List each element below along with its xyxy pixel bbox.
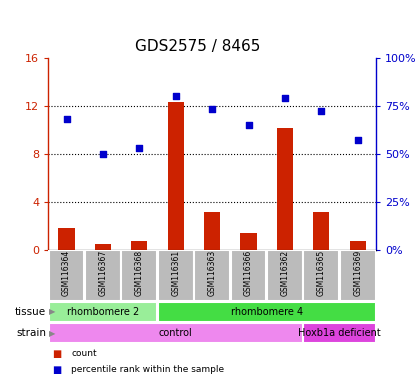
Text: tissue: tissue	[15, 307, 46, 317]
Text: GSM116366: GSM116366	[244, 250, 253, 296]
Text: ▶: ▶	[49, 308, 55, 316]
Text: GSM116364: GSM116364	[62, 250, 71, 296]
FancyBboxPatch shape	[49, 250, 84, 301]
Text: GSM116365: GSM116365	[317, 250, 326, 296]
Text: count: count	[71, 349, 97, 358]
Point	[209, 106, 215, 113]
FancyBboxPatch shape	[158, 250, 194, 301]
Text: control: control	[159, 328, 193, 338]
Point	[100, 151, 106, 157]
Text: rhombomere 4: rhombomere 4	[231, 307, 303, 317]
Point	[318, 108, 325, 114]
FancyBboxPatch shape	[304, 250, 339, 301]
FancyBboxPatch shape	[194, 250, 230, 301]
Text: GDS2575 / 8465: GDS2575 / 8465	[135, 39, 260, 54]
Bar	[313, 212, 330, 250]
Text: ■: ■	[52, 365, 62, 375]
FancyBboxPatch shape	[304, 323, 375, 343]
Text: ▶: ▶	[49, 329, 55, 338]
FancyBboxPatch shape	[231, 250, 266, 301]
Text: ■: ■	[52, 349, 62, 359]
FancyBboxPatch shape	[85, 250, 121, 301]
Text: strain: strain	[16, 328, 46, 338]
Point	[245, 122, 252, 128]
Point	[354, 137, 361, 143]
Text: GSM116367: GSM116367	[98, 250, 108, 296]
Bar	[95, 243, 111, 250]
Bar	[131, 241, 147, 250]
Bar	[240, 233, 257, 250]
Bar	[277, 128, 293, 250]
FancyBboxPatch shape	[158, 302, 375, 322]
Point	[136, 145, 143, 151]
FancyBboxPatch shape	[340, 250, 375, 301]
Text: percentile rank within the sample: percentile rank within the sample	[71, 366, 225, 374]
Text: GSM116369: GSM116369	[353, 250, 362, 296]
Text: GSM116368: GSM116368	[135, 250, 144, 296]
FancyBboxPatch shape	[267, 250, 303, 301]
FancyBboxPatch shape	[49, 323, 303, 343]
FancyBboxPatch shape	[49, 302, 157, 322]
Bar	[204, 212, 221, 250]
Text: GSM116363: GSM116363	[207, 250, 217, 296]
Text: rhombomere 2: rhombomere 2	[67, 307, 139, 317]
Point	[281, 95, 288, 101]
Point	[63, 116, 70, 122]
Text: GSM116362: GSM116362	[281, 250, 289, 296]
Bar	[168, 102, 184, 250]
Text: Hoxb1a deficient: Hoxb1a deficient	[298, 328, 381, 338]
Point	[172, 93, 179, 99]
FancyBboxPatch shape	[121, 250, 157, 301]
Bar	[349, 241, 366, 250]
Bar	[58, 228, 75, 250]
Text: GSM116361: GSM116361	[171, 250, 180, 296]
